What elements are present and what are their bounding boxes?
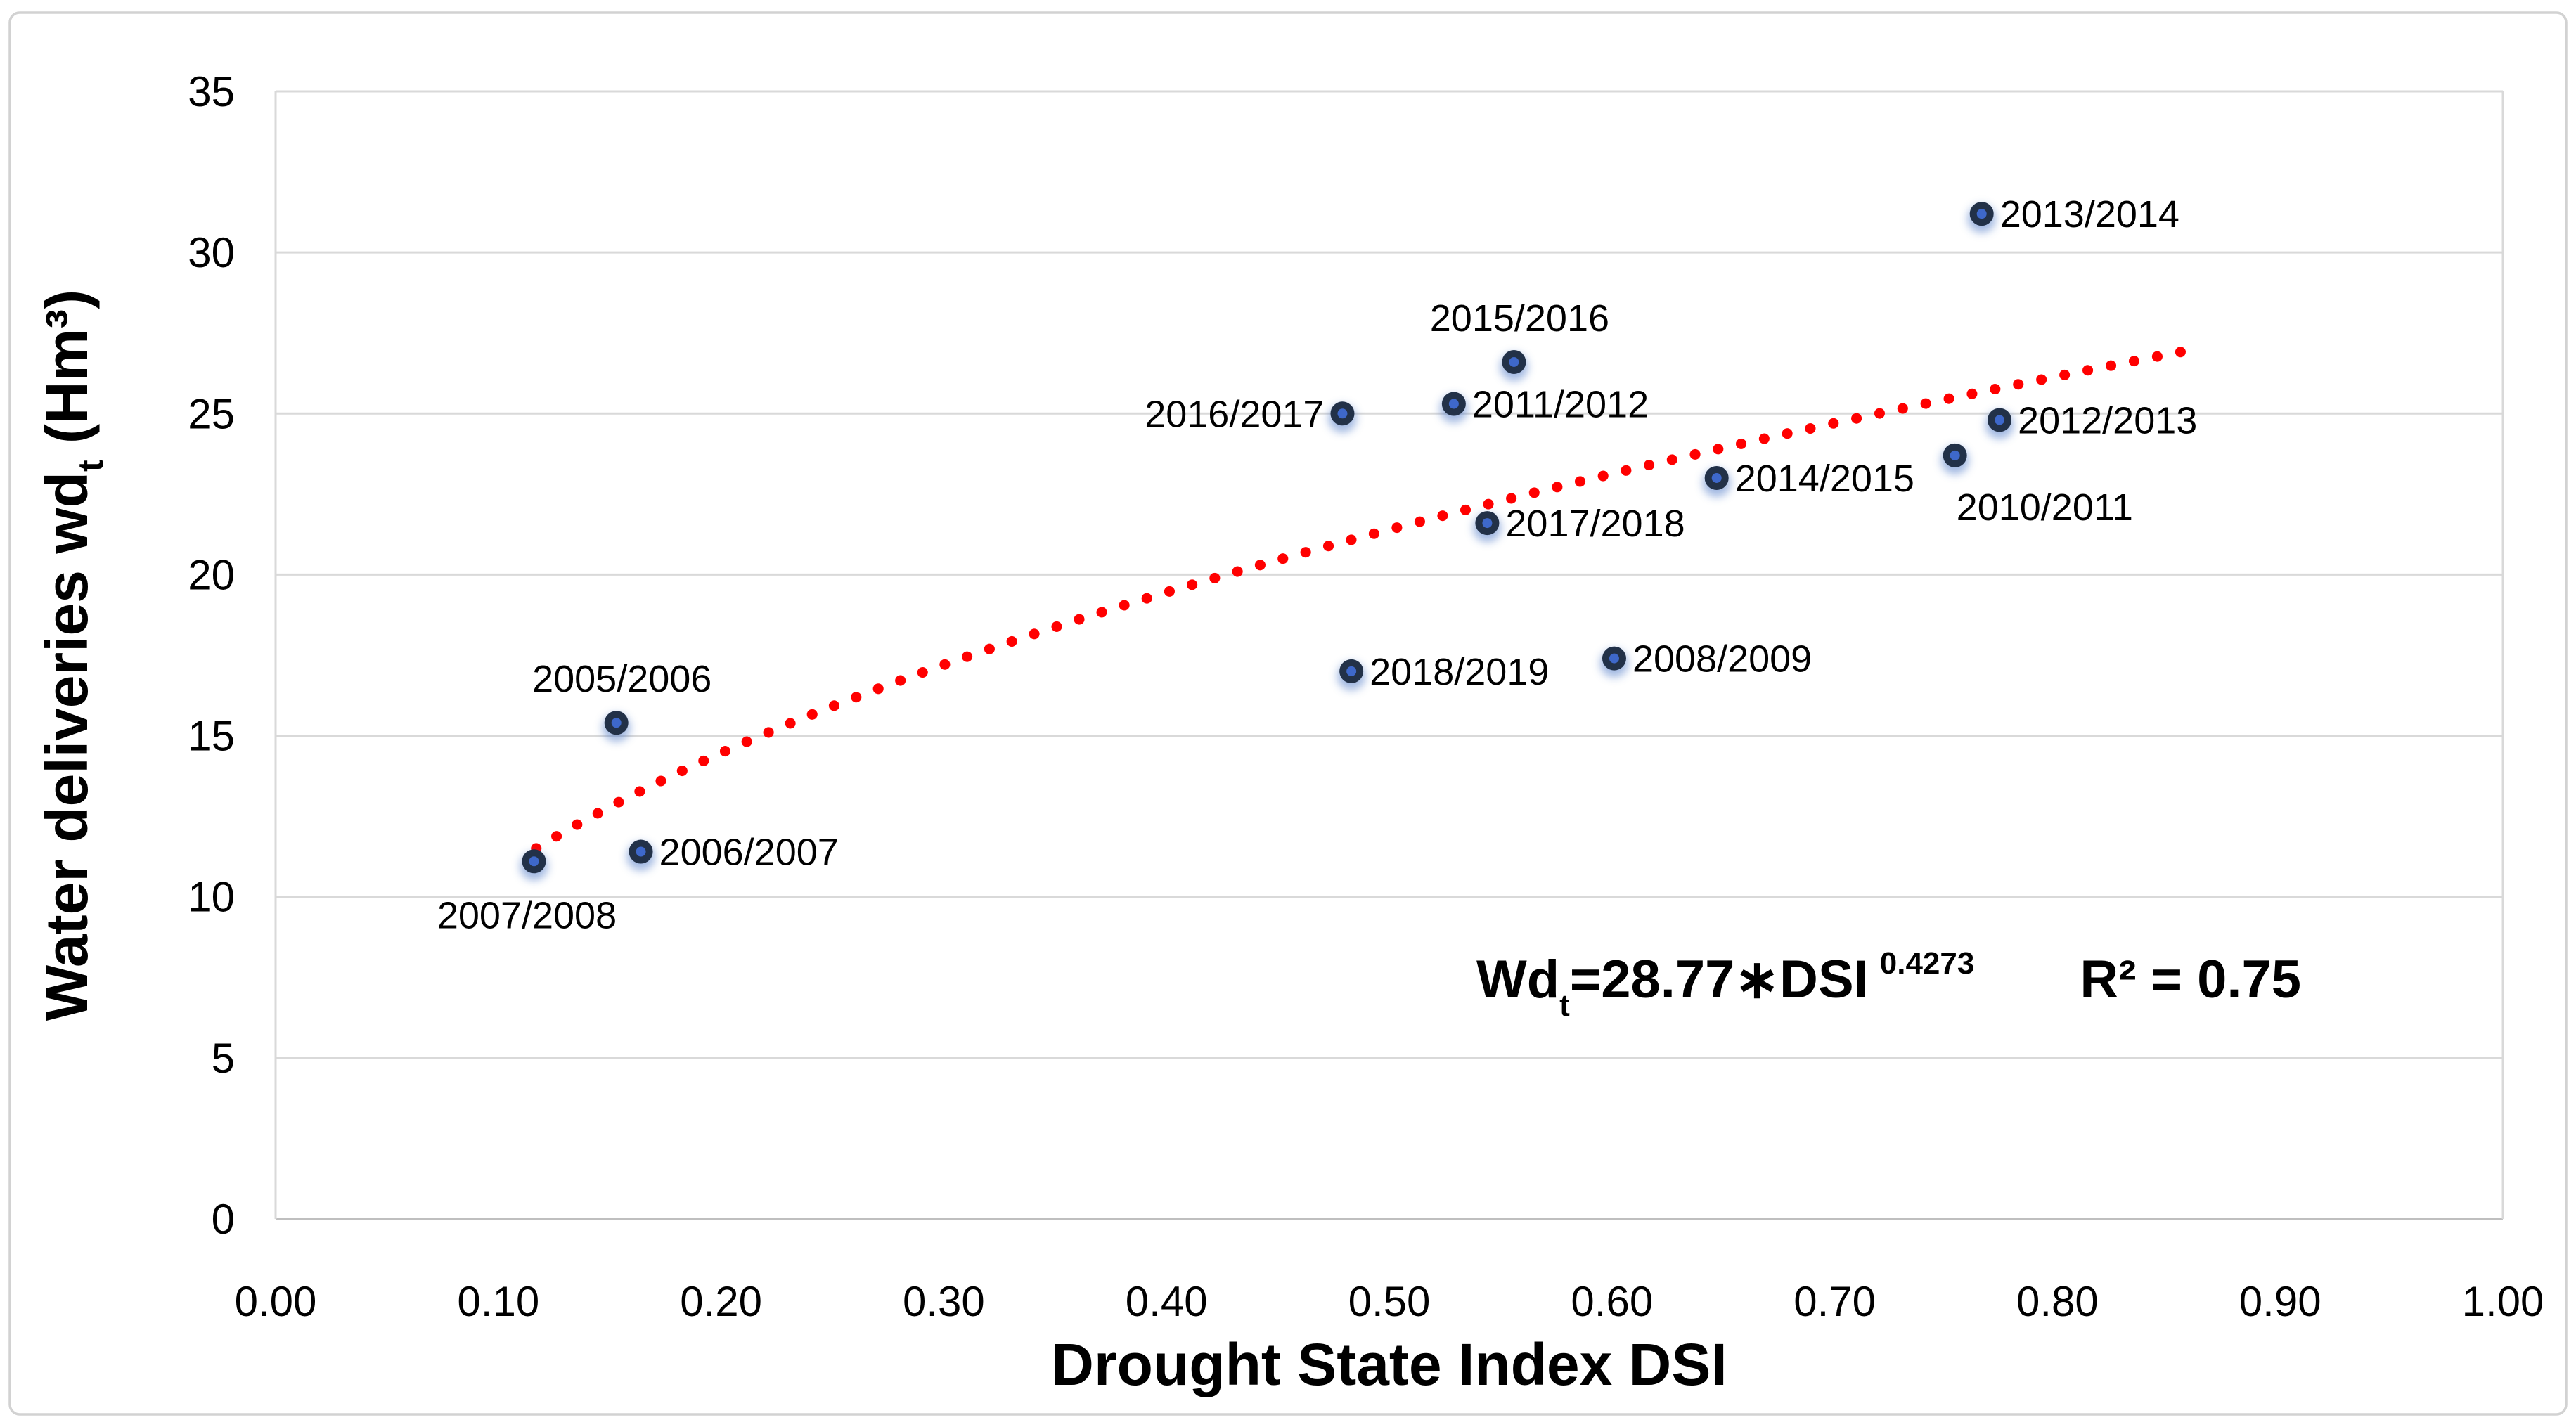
point-label: 2012/2013	[2018, 399, 2197, 441]
y-tick-label: 15	[188, 713, 235, 760]
data-point: 2008/2009	[1599, 638, 1812, 680]
y-axis-title: Water deliveries wdt (Hm³)	[25, 163, 110, 1147]
point-label: 2005/2006	[532, 658, 711, 700]
data-point: 2015/2016	[1430, 297, 1609, 381]
data-point-core	[636, 846, 646, 857]
x-tick-label: 0.90	[2239, 1278, 2321, 1325]
point-label: 2013/2014	[2000, 193, 2179, 235]
data-point: 2017/2018	[1473, 503, 1685, 545]
point-label: 2006/2007	[659, 832, 839, 874]
y-axis-title-subscript: t	[71, 460, 110, 472]
point-label: 2011/2012	[1472, 384, 1649, 426]
x-tick-label: 0.00	[235, 1278, 317, 1325]
data-point: 2006/2007	[626, 832, 839, 874]
data-point-core	[1976, 209, 1987, 219]
equation-body: =28.77∗DSI	[1569, 950, 1869, 1009]
equation-exponent: 0.4273	[1879, 946, 1975, 981]
trendline-equation: Wdt=28.77∗DSI 0.4273 R² = 0.75	[1476, 946, 2301, 1024]
data-point: 2005/2006	[532, 658, 711, 742]
data-point: 2018/2019	[1337, 651, 1549, 693]
data-point-core	[1482, 518, 1493, 529]
data-point-core	[1711, 472, 1722, 483]
equation-lhs-subscript: t	[1559, 988, 1570, 1023]
y-tick-label: 25	[188, 390, 235, 437]
data-point-core	[1337, 408, 1348, 419]
point-label: 2007/2008	[437, 894, 617, 936]
data-point-core	[611, 718, 622, 728]
x-tick-label: 0.60	[1571, 1278, 1653, 1325]
r-squared-value: R² = 0.75	[2080, 950, 2302, 1009]
trend-line	[531, 342, 2208, 854]
point-label: 2008/2009	[1632, 638, 1812, 680]
y-tick-label: 5	[212, 1035, 235, 1082]
data-point: 2007/2008	[437, 849, 617, 936]
point-label: 2016/2017	[1145, 393, 1324, 435]
data-point-core	[1509, 356, 1519, 367]
y-tick-label: 35	[188, 68, 235, 115]
y-tick-label: 10	[188, 874, 235, 921]
point-label: 2018/2019	[1370, 651, 1549, 693]
x-axis-title: Drought State Index DSI	[1051, 1331, 1727, 1397]
y-axis-title-text: Water deliveries wd	[34, 472, 100, 1021]
data-point: 2014/2015	[1702, 458, 1914, 500]
x-tick-label: 0.40	[1126, 1278, 1208, 1325]
data-point: 2012/2013	[1985, 399, 2197, 441]
y-tick-label: 30	[188, 229, 235, 276]
y-axis-title-unit: (Hm³)	[34, 289, 100, 460]
data-point: 2011/2012	[1439, 384, 1649, 426]
x-tick-label: 0.10	[457, 1278, 539, 1325]
data-point: 2010/2011	[1940, 443, 2133, 529]
data-point: 2013/2014	[1967, 193, 2179, 235]
x-tick-label: 0.80	[2016, 1278, 2099, 1325]
x-tick-label: 1.00	[2462, 1278, 2544, 1325]
x-tick-label: 0.30	[903, 1278, 985, 1325]
equation-lhs: Wd	[1476, 950, 1560, 1009]
point-label: 2014/2015	[1735, 458, 1914, 500]
y-tick-label: 0	[212, 1196, 235, 1243]
data-point-core	[1346, 666, 1357, 676]
x-tick-label: 0.20	[680, 1278, 762, 1325]
x-tick-label: 0.50	[1348, 1278, 1431, 1325]
x-tick-label: 0.70	[1793, 1278, 1876, 1325]
data-point-core	[1448, 399, 1459, 409]
data-point-core	[1609, 653, 1619, 664]
data-point-core	[1950, 450, 1960, 460]
point-label: 2017/2018	[1505, 503, 1685, 545]
data-point: 2016/2017	[1145, 393, 1357, 435]
point-label: 2015/2016	[1430, 297, 1609, 340]
point-label: 2010/2011	[1957, 486, 2133, 529]
data-point-core	[529, 856, 539, 867]
figure-border	[8, 11, 2568, 1416]
data-point-core	[1995, 415, 2005, 425]
y-tick-label: 20	[188, 551, 235, 598]
